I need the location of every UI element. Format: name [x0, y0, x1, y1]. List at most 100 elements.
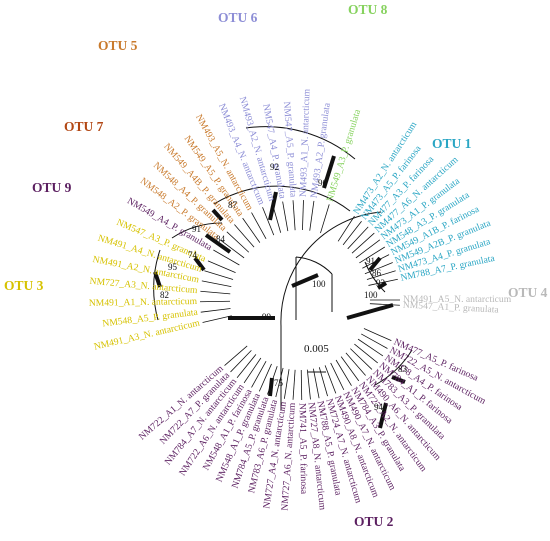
leaf-branch	[282, 201, 289, 232]
leaf-label: NM547_A1_P. granulata	[403, 300, 500, 316]
leaf-branch	[202, 315, 232, 323]
bootstrap-value: 93	[376, 278, 386, 288]
bootstrap-value: 94	[374, 402, 384, 412]
otu3-arc	[153, 249, 161, 321]
otu-label-otu1: OTU 1	[432, 136, 472, 151]
leaf-branch	[224, 345, 248, 366]
bootstrap-value: 100	[312, 279, 326, 289]
leaf-branch	[320, 204, 330, 234]
leaf-branch	[347, 226, 369, 250]
bootstrap-value: 82	[160, 290, 169, 300]
otu-label-otu2: OTU 2	[354, 514, 394, 529]
leaf-branch	[200, 300, 231, 303]
otu2-sub-thick-branch	[391, 375, 406, 384]
bootstrap-value: 87	[228, 200, 238, 210]
scale-bar: 0.005	[304, 343, 329, 373]
leaf-branch	[243, 357, 262, 384]
leaf-branch	[312, 368, 320, 399]
bootstrap-value: 75	[274, 378, 284, 388]
otu-label-otu9: OTU 9	[32, 180, 72, 195]
bootstrap-value: 74	[188, 250, 198, 260]
bootstrap-value: 99	[262, 312, 272, 322]
leaf-branch	[236, 354, 257, 378]
otu8-thick-branch	[322, 155, 336, 189]
leaf-branch	[302, 200, 304, 231]
bootstrap-value: 86	[372, 268, 382, 278]
leaf-branch	[201, 280, 232, 288]
leaf-branch	[335, 359, 352, 386]
bootstrap-labels: 100 100 99 96 92 93 91 86 87 84 74 95 82 91 94 83 75	[160, 162, 408, 412]
otu-label-otu6: OTU 6	[218, 10, 258, 25]
leaf-branch	[292, 200, 296, 231]
backbone-arc	[280, 211, 382, 327]
bootstrap-value: 92	[270, 162, 279, 172]
leaf-branch	[251, 212, 267, 239]
leaf-label: NM549_A3_P. granulata	[325, 107, 364, 203]
leaf-branch	[258, 363, 272, 392]
leaf-branch	[350, 348, 373, 370]
leaf-branch	[306, 369, 311, 400]
leaf-branch	[230, 350, 252, 373]
otu3-thick-branch	[153, 271, 162, 288]
otu-label-otu4: OTU 4	[508, 285, 548, 300]
leaf-label: NM491_A5_N. antarcticum	[403, 294, 512, 305]
leaf-branch	[275, 367, 284, 398]
bootstrap-value: 91	[366, 256, 375, 266]
otu1-arc	[364, 261, 386, 293]
otu6-arc	[213, 185, 351, 212]
otu5-thick-branch	[211, 208, 224, 222]
leaf-branch	[369, 303, 400, 306]
leaf-branch	[200, 308, 231, 313]
leaf-branch	[342, 220, 362, 246]
leaf-branch	[234, 224, 255, 248]
leaf-label: NM491_A1_N. antarcticum	[89, 296, 198, 309]
leaf-branch	[226, 231, 250, 253]
otu2-arc	[374, 349, 413, 386]
bootstrap-value: 95	[168, 262, 178, 272]
otu6-outer-arc	[245, 126, 356, 160]
leaf-label: NM493_A1_N. antarcticum	[298, 88, 313, 197]
leaf-branch	[364, 262, 393, 275]
bootstrap-value: 83	[398, 364, 408, 374]
otu-label-otu3: OTU 3	[4, 278, 44, 293]
leaf-branch	[200, 290, 231, 295]
bootstrap-value: 91	[192, 224, 201, 234]
otu5-9-arc	[171, 222, 223, 239]
leaf-branch	[219, 239, 245, 259]
otu9-thick-branch	[193, 256, 206, 272]
otu-label-otu8: OTU 8	[348, 2, 388, 17]
inner-arc	[295, 256, 333, 275]
scale-bar-label: 0.005	[304, 343, 329, 355]
leaf-branch	[351, 232, 375, 254]
leaf-branch	[362, 254, 390, 269]
leaf-branch	[330, 362, 345, 391]
leaf-branch	[340, 356, 360, 382]
leaf-branch	[213, 249, 240, 266]
leaf-branch	[242, 217, 261, 243]
leaf-branch	[361, 333, 388, 349]
otu4-thick-branch	[346, 303, 394, 320]
leaf-branch	[355, 239, 381, 259]
leaf-branch	[300, 369, 303, 400]
otu-labels: OTU 1 OTU 2 OTU 3 OTU 4 OTU 5 OTU 6 OTU 7 OTU 8…	[4, 2, 548, 529]
leaf-branch	[262, 207, 275, 236]
bootstrap-value: 84	[216, 234, 226, 244]
leaf-branch	[251, 361, 267, 388]
leaf-branch	[272, 203, 282, 233]
leaf-branch	[359, 246, 386, 264]
leaf-branch	[309, 200, 315, 231]
leaf-branch	[345, 352, 366, 376]
bootstrap-value: 96	[318, 178, 328, 188]
leaf-branch	[283, 369, 290, 399]
leaf-branch	[354, 343, 378, 364]
leaf-branch	[363, 328, 392, 342]
leaf-label: NM741_A5_P. farinosa	[297, 403, 310, 495]
otu-label-otu5: OTU 5	[98, 38, 138, 53]
leaf-branch	[207, 260, 236, 274]
otu1-sub-thick-branch	[376, 281, 388, 290]
leaf-branch	[324, 365, 337, 394]
leaf-branch	[366, 270, 396, 280]
